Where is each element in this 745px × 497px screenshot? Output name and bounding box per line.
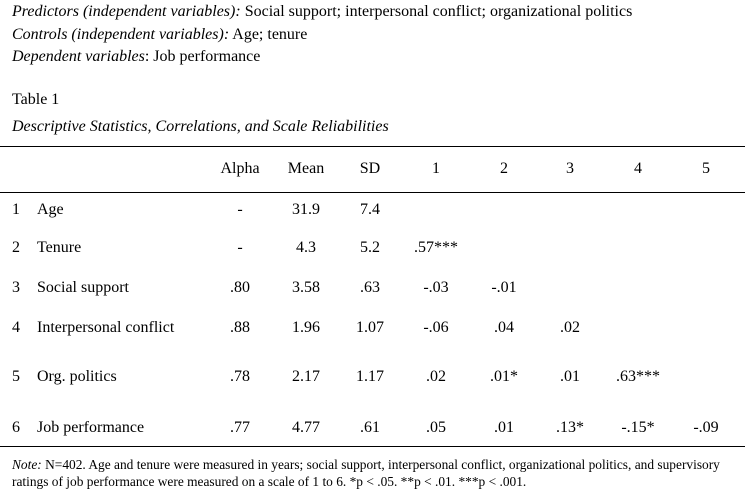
header-rule	[0, 192, 745, 193]
table-cell: -.06	[423, 319, 449, 336]
row-number: 4	[12, 319, 20, 336]
table-cell: -.01	[491, 279, 517, 296]
table-cell: 5.2	[360, 239, 380, 256]
table-cell: .80	[230, 279, 250, 296]
intro-value: : Job performance	[144, 48, 261, 65]
table-cell: 1.17	[356, 368, 384, 385]
intro-line-predictors: Predictors (independent variables): Soci…	[12, 3, 632, 21]
table-cell: .78	[230, 368, 250, 385]
intro-value: Age; tenure	[229, 26, 308, 43]
row-label: Job performance	[37, 419, 145, 436]
table-cell: .77	[230, 419, 250, 436]
table-cell: .02	[560, 319, 580, 336]
column-header: Alpha	[220, 160, 260, 177]
table-cell: 1.07	[356, 319, 384, 336]
table-cell: .57***	[414, 239, 458, 256]
table-cell: -.15*	[621, 419, 655, 436]
table-cell: 7.4	[360, 201, 380, 218]
table-cell: .02	[426, 368, 446, 385]
table-cell: .13*	[556, 419, 584, 436]
table-cell: 1.96	[292, 319, 320, 336]
table-cell: 31.9	[292, 201, 320, 218]
table-cell: .01	[494, 419, 514, 436]
row-number: 1	[12, 201, 20, 218]
table-cell: 2.17	[292, 368, 320, 385]
table-cell: 3.58	[292, 279, 320, 296]
table-note: Note: N=402. Age and tenure were measure…	[12, 456, 745, 490]
table-cell: .05	[426, 419, 446, 436]
column-header: 5	[702, 160, 710, 177]
intro-line-dependent: Dependent variables: Job performance	[12, 48, 260, 66]
table-number: Table 1	[12, 91, 60, 108]
table-cell: .88	[230, 319, 250, 336]
table-title: Descriptive Statistics, Correlations, an…	[12, 118, 389, 135]
intro-label: Dependent variables	[12, 48, 145, 65]
intro-label: Predictors (independent variables):	[12, 3, 241, 20]
column-header: 2	[500, 160, 508, 177]
row-number: 2	[12, 239, 20, 256]
note-label: Note:	[12, 457, 42, 472]
table-cell: .63	[360, 279, 380, 296]
column-header: Mean	[287, 160, 325, 177]
table-cell: .61	[360, 419, 380, 436]
table-cell: .01*	[490, 368, 518, 385]
row-label: Age	[37, 201, 64, 218]
row-label: Social support	[37, 279, 129, 296]
intro-line-controls: Controls (independent variables): Age; t…	[12, 26, 307, 44]
table-cell: .04	[494, 319, 514, 336]
table-cell: .63***	[616, 368, 660, 385]
table-cell: 4.77	[292, 419, 320, 436]
row-number: 6	[12, 419, 20, 436]
column-header: 1	[432, 160, 440, 177]
intro-value: Social support; interpersonal conflict; …	[240, 3, 633, 20]
table-cell: 4.3	[296, 239, 316, 256]
table-cell: -	[237, 201, 243, 218]
row-number: 3	[12, 279, 20, 296]
table-cell: .01	[560, 368, 580, 385]
table-cell: -.03	[423, 279, 449, 296]
table-cell: -	[237, 239, 243, 256]
column-header: 4	[634, 160, 642, 177]
bottom-rule	[0, 446, 745, 447]
row-label: Tenure	[37, 239, 82, 256]
note-text: N=402. Age and tenure were measured in y…	[12, 457, 720, 489]
top-rule	[0, 146, 745, 147]
row-label: Interpersonal conflict	[37, 319, 175, 336]
row-label: Org. politics	[37, 368, 117, 385]
column-header: 3	[566, 160, 574, 177]
intro-label: Controls (independent variables):	[12, 26, 230, 43]
row-number: 5	[12, 368, 20, 385]
table-cell: -.09	[693, 419, 719, 436]
column-header: SD	[359, 160, 381, 177]
